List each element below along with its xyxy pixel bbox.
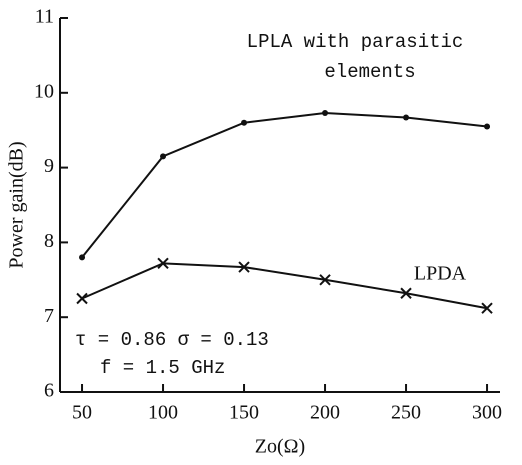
marker	[157, 257, 169, 270]
y-axis-label: Power gain(dB)	[6, 141, 28, 268]
x-tick-label: 200	[310, 402, 340, 424]
marker	[319, 274, 331, 286]
y-tick-label: 6	[44, 380, 54, 402]
marker	[481, 302, 493, 314]
x-tick-label: 300	[472, 402, 502, 424]
marker	[241, 119, 248, 126]
x-tick-label: 150	[229, 402, 259, 424]
series-label: LPDA	[414, 263, 467, 285]
series-line	[81, 262, 488, 310]
y-tick-label: 9	[44, 155, 54, 177]
marker	[400, 287, 412, 299]
y-tick-label: 7	[44, 305, 54, 327]
series-label: LPLA with parasitic elements	[247, 31, 464, 83]
x-tick-label: 250	[391, 402, 421, 424]
marker	[403, 114, 410, 121]
y-tick-label: 11	[35, 6, 54, 28]
marker	[484, 123, 491, 130]
x-tick-label: 50	[72, 402, 92, 424]
x-tick-label: 100	[148, 402, 178, 424]
y-tick-label: 8	[44, 230, 54, 252]
marker	[76, 292, 88, 305]
marker	[238, 261, 250, 273]
marker	[322, 109, 329, 116]
annotation: τ = 0.86 σ = 0.13	[75, 329, 269, 351]
marker	[160, 153, 167, 160]
annotation: f = 1.5 GHz	[100, 357, 225, 379]
x-axis-label: Zo(Ω)	[255, 436, 305, 458]
marker	[79, 254, 86, 261]
y-tick-label: 10	[34, 80, 54, 102]
series-line	[81, 111, 488, 258]
